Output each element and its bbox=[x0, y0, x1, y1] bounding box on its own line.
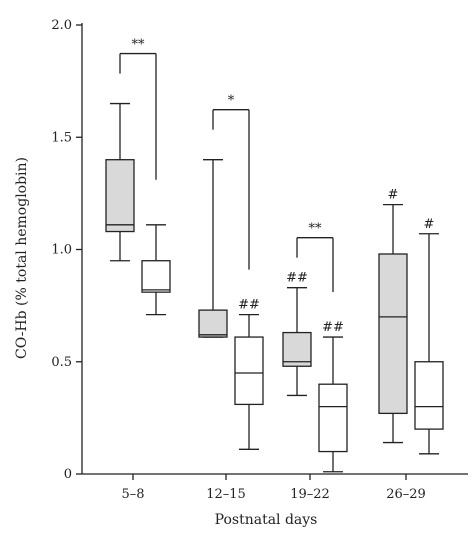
box-annotation: ## bbox=[322, 320, 344, 335]
box-annotation: ## bbox=[286, 271, 308, 286]
y-axis-label: CO-Hb (% total hemoglobin) bbox=[14, 157, 30, 359]
box bbox=[414, 361, 444, 430]
box-annotation: # bbox=[424, 217, 435, 232]
x-tick-label: 12–15 bbox=[206, 487, 246, 502]
box bbox=[378, 253, 408, 415]
y-tick-label: 0.5 bbox=[51, 355, 72, 370]
significance-label: ** bbox=[132, 38, 146, 53]
box-annotation: ## bbox=[238, 298, 260, 313]
x-axis-label: Postnatal days bbox=[215, 512, 318, 528]
y-tick-label: 1.0 bbox=[51, 243, 72, 258]
box bbox=[282, 331, 312, 367]
box-annotation: # bbox=[388, 188, 399, 203]
box bbox=[234, 336, 264, 406]
y-tick-label: 0 bbox=[64, 467, 72, 482]
y-tick-label: 2.0 bbox=[51, 18, 72, 33]
x-tick-label: 5–8 bbox=[121, 487, 144, 502]
x-tick-label: 26–29 bbox=[386, 487, 426, 502]
plot-area: 00.51.01.52.05–8 12–15 19–22 26–29########*… bbox=[51, 18, 468, 502]
significance-label: ** bbox=[309, 222, 323, 237]
x-tick-label: 19–22 bbox=[290, 487, 330, 502]
y-tick-label: 1.5 bbox=[51, 130, 72, 145]
significance-label: * bbox=[228, 94, 235, 109]
box bbox=[318, 383, 348, 453]
box bbox=[198, 309, 228, 338]
box bbox=[141, 260, 171, 293]
box bbox=[105, 159, 135, 233]
